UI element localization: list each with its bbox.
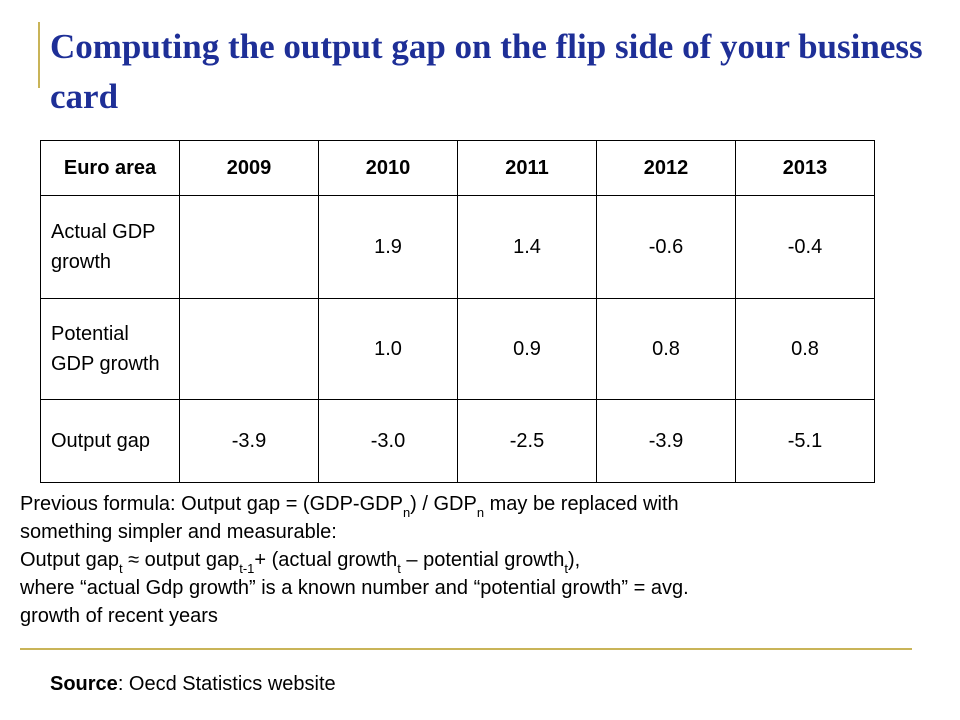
- header-cell: 2011: [457, 140, 597, 196]
- table-row: Actual GDP growth 1.9 1.4 -0.6 -0.4: [40, 195, 875, 299]
- table-cell: -3.9: [179, 399, 319, 483]
- formula-text-part: ),: [567, 549, 581, 571]
- title-accent-bar: [38, 22, 40, 88]
- table-row: Output gap -3.9 -3.0 -2.5 -3.9 -5.1: [40, 399, 875, 483]
- divider-line: [20, 648, 912, 650]
- subscript: t-1: [239, 561, 255, 576]
- table-cell: [179, 195, 319, 299]
- header-cell: 2013: [735, 140, 875, 196]
- formula-line-1: Previous formula: Output gap = (GDP-GDPn…: [20, 490, 930, 520]
- row-label: Actual GDP growth: [40, 195, 180, 299]
- source-text: : Oecd Statistics website: [117, 673, 336, 695]
- header-cell: 2009: [179, 140, 319, 196]
- formula-text-part: – potential growth: [400, 549, 565, 571]
- formula-text-part: + (actual growth: [254, 549, 398, 571]
- row-label: Potential GDP growth: [40, 298, 180, 400]
- subscript: t: [564, 561, 568, 576]
- formula-line-4: where “actual Gdp growth” is a known num…: [20, 577, 689, 599]
- formula-text-part: ) / GDP: [410, 493, 477, 515]
- table-cell: 0.8: [596, 298, 736, 400]
- header-cell: 2010: [318, 140, 458, 196]
- row-label: Output gap: [40, 399, 180, 483]
- table-cell: 0.8: [735, 298, 875, 400]
- table-cell: -3.0: [318, 399, 458, 483]
- header-cell: 2012: [596, 140, 736, 196]
- table-cell: -5.1: [735, 399, 875, 483]
- table-cell: -2.5: [457, 399, 597, 483]
- formula-line-3: Output gapt ≈ output gapt-1+ (actual gro…: [20, 546, 930, 576]
- table-cell: 1.9: [318, 195, 458, 299]
- formula-text-part: may be replaced with: [484, 493, 679, 515]
- formula-text: Previous formula: Output gap = (GDP-GDPn…: [20, 490, 930, 630]
- formula-text-part: Output gap: [20, 549, 119, 571]
- source-note: Source: Oecd Statistics website: [50, 673, 336, 696]
- subscript: t: [118, 561, 123, 576]
- table-cell: 0.9: [457, 298, 597, 400]
- table-header-row: Euro area 2009 2010 2011 2012 2013: [40, 140, 875, 196]
- slide-title: Computing the output gap on the flip sid…: [50, 27, 923, 116]
- table-cell: -3.9: [596, 399, 736, 483]
- table-cell: 1.0: [318, 298, 458, 400]
- table-cell: -0.4: [735, 195, 875, 299]
- subscript: n: [476, 505, 485, 520]
- source-label: Source: [50, 673, 118, 695]
- subscript: n: [402, 505, 411, 520]
- output-gap-table: Euro area 2009 2010 2011 2012 2013 Actua…: [40, 140, 875, 483]
- table-cell: 1.4: [457, 195, 597, 299]
- formula-line-5: growth of recent years: [20, 605, 218, 627]
- formula-text-part: ≈ output gap: [122, 549, 240, 571]
- subscript: t: [397, 561, 401, 576]
- header-cell: Euro area: [40, 140, 180, 196]
- table-cell: [179, 298, 319, 400]
- formula-line-2: something simpler and measurable:: [20, 521, 337, 543]
- table-cell: -0.6: [596, 195, 736, 299]
- formula-text-part: Previous formula: Output gap = (GDP-GDP: [20, 493, 403, 515]
- table-row: Potential GDP growth 1.0 0.9 0.8 0.8: [40, 298, 875, 400]
